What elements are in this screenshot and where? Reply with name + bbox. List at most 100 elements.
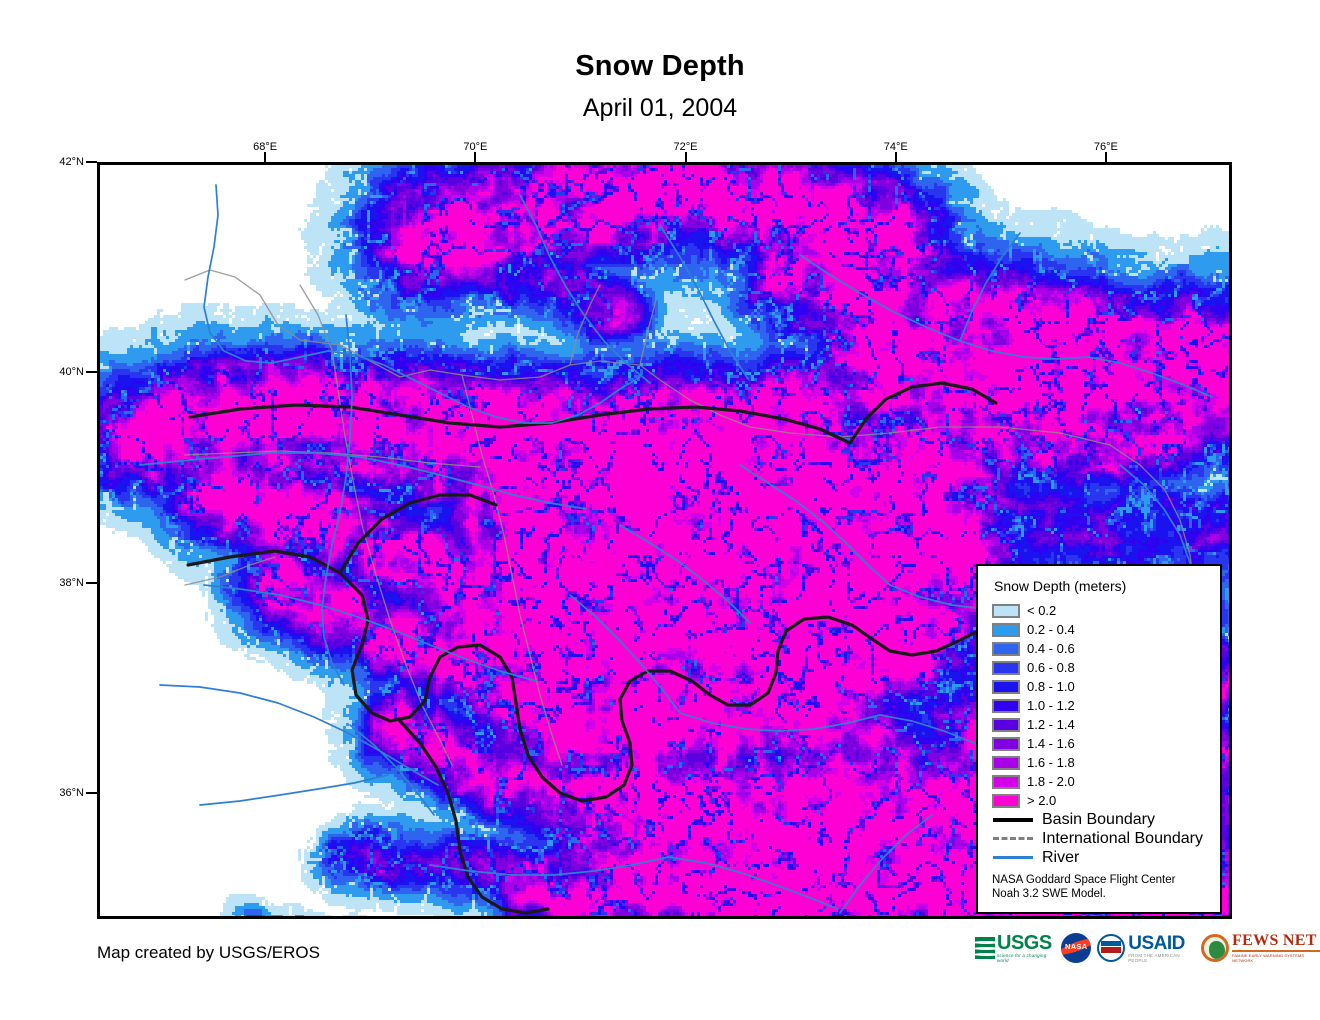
nasa-meatball-icon: NASA (1061, 933, 1092, 963)
legend-line-label: International Boundary (1042, 829, 1203, 847)
legend-color-swatch (992, 622, 1020, 637)
legend-class-row: 1.0 - 1.2 (992, 696, 1212, 715)
legend-color-swatch (992, 603, 1020, 618)
legend-class-label: 0.8 - 1.0 (1027, 679, 1075, 694)
legend-class-row: 1.4 - 1.6 (992, 734, 1212, 753)
latitude-tick-label: 38°N (59, 576, 84, 589)
snow-class-1 (100, 165, 1229, 916)
river (569, 594, 681, 714)
basin-boundary-line-icon (992, 817, 1034, 822)
river (659, 224, 749, 380)
usgs-logo-text: USGS (997, 932, 1052, 954)
latitude-tick-label: 36°N (59, 786, 84, 799)
legend-class-label: 1.4 - 1.6 (1027, 736, 1075, 751)
legend-line-row: International Boundary (992, 829, 1212, 848)
fews-globe-icon (1201, 934, 1230, 962)
basin-boundary (848, 381, 998, 445)
river (799, 254, 1089, 360)
river (321, 314, 353, 686)
legend-class-label: 1.6 - 1.8 (1027, 755, 1075, 770)
legend-line-list: Basin Boundary International Boundary Rive… (992, 810, 1212, 867)
longitude-tick-label: 74°E (883, 141, 908, 153)
map-credit: Map created by USGS/EROS (97, 943, 320, 962)
longitude-tick-mark (684, 152, 687, 163)
longitude-tick-label: 70°E (463, 141, 488, 153)
nasa-logo-text: NASA (1065, 942, 1088, 951)
legend-color-swatch (992, 774, 1020, 789)
legend-line-row: Basin Boundary (992, 810, 1212, 829)
legend-class-row: > 2.0 (992, 791, 1212, 810)
river (349, 724, 435, 816)
legend-line-row: River (992, 848, 1212, 867)
legend-class-row: 0.8 - 1.0 (992, 677, 1212, 696)
legend-color-swatch (992, 660, 1020, 675)
snow-class-10 (106, 165, 1229, 916)
legend-class-list: < 0.2 0.2 - 0.4 0.4 - 0.6 0.6 - 0.8 0.8 - 1.… (992, 601, 1212, 810)
latitude-tick-label: 40°N (59, 366, 84, 379)
river (739, 464, 891, 586)
fews-logo-text: FEWS NET (1232, 932, 1317, 949)
usgs-logo-tagline: science for a changing world (997, 953, 1047, 963)
river (139, 452, 587, 510)
legend-color-swatch (992, 698, 1020, 713)
legend-note-line2: Noah 3.2 SWE Model. (992, 888, 1106, 900)
longitude-tick-mark (894, 152, 897, 163)
map-frame[interactable] (97, 162, 1232, 919)
legend-class-label: 0.4 - 0.6 (1027, 641, 1075, 656)
legend-class-row: 0.4 - 0.6 (992, 639, 1212, 658)
legend-note: NASA Goddard Space Flight Center Noah 3.… (992, 873, 1212, 901)
longitude-tick-mark (1104, 152, 1107, 163)
usgs-mark-icon (975, 937, 995, 959)
page-subtitle: April 01, 2004 (582, 94, 738, 122)
legend-note-line1: NASA Goddard Space Flight Center (992, 874, 1176, 886)
legend-color-swatch (992, 755, 1020, 770)
usaid-logo-text: USAID (1128, 932, 1185, 954)
usgs-logo: USGS science for a changing world (975, 932, 1055, 964)
latitude-tick-mark (86, 371, 97, 374)
legend-title: Snow Depth (meters) (994, 578, 1127, 594)
legend-class-label: 1.8 - 2.0 (1027, 774, 1075, 789)
longitude-tick-mark (474, 152, 477, 163)
river (203, 584, 537, 682)
usaid-logo: USAID FROM THE AMERICAN PEOPLE (1097, 932, 1195, 964)
legend-class-label: 1.0 - 1.2 (1027, 698, 1075, 713)
fews-logo-tagline: FAMINE EARLY WARNING SYSTEMS NETWORK (1232, 953, 1305, 963)
latitude-tick-mark (86, 581, 97, 584)
basin-boundary (338, 493, 498, 575)
legend-class-row: 0.6 - 0.8 (992, 658, 1212, 677)
nasa-logo: NASA (1061, 932, 1092, 964)
legend-class-row: < 0.2 (992, 601, 1212, 620)
legend-class-row: 1.8 - 2.0 (992, 772, 1212, 791)
legend-line-label: Basin Boundary (1042, 810, 1155, 828)
longitude-tick-label: 76°E (1093, 141, 1118, 153)
latitude-tick-mark (86, 791, 97, 794)
legend-panel: Snow Depth (meters) < 0.2 0.2 - 0.4 0.4 - … (976, 564, 1222, 914)
international-boundary-line-icon (992, 837, 1034, 840)
river (839, 814, 933, 914)
international-boundary (569, 284, 601, 366)
legend-color-swatch (992, 793, 1020, 808)
legend-class-label: 0.6 - 0.8 (1027, 660, 1075, 675)
legend-class-row: 1.6 - 1.8 (992, 753, 1212, 772)
legend-class-label: 1.2 - 1.4 (1027, 717, 1075, 732)
river (159, 684, 439, 786)
longitude-tick-label: 72°E (673, 141, 698, 153)
snow-class-7 (100, 165, 1229, 916)
latitude-tick-mark (86, 161, 97, 163)
legend-color-swatch (992, 736, 1020, 751)
legend-color-swatch (992, 717, 1020, 732)
river (679, 712, 881, 732)
snow-class-0 (100, 165, 1229, 916)
river (429, 856, 669, 876)
river-line-icon (992, 856, 1034, 859)
international-boundary (184, 556, 276, 586)
usaid-logo-tagline: FROM THE AMERICAN PEOPLE (1128, 952, 1180, 963)
snow-depth-raster (100, 165, 1229, 916)
fews-net-logo: FEWS NET FAMINE EARLY WARNING SYSTEMS NE… (1201, 932, 1320, 964)
legend-color-swatch (992, 641, 1020, 656)
snow-class-2 (100, 165, 1229, 916)
international-boundary (184, 450, 481, 468)
legend-color-swatch (992, 679, 1020, 694)
river (203, 184, 641, 424)
